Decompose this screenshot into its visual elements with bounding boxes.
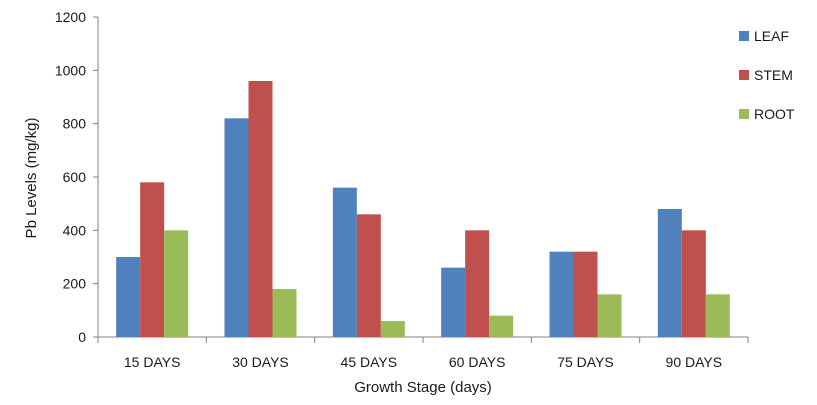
- x-axis-title: Growth Stage (days): [354, 379, 492, 396]
- y-tick-label: 200: [63, 276, 87, 292]
- bar-leaf-15-days: [116, 257, 141, 337]
- bar-stem-30-days: [248, 81, 273, 337]
- y-tick-label: 400: [63, 222, 87, 238]
- legend-swatch-leaf: [739, 31, 749, 41]
- x-tick-label: 90 DAYS: [666, 354, 723, 370]
- bar-stem-15-days: [140, 182, 165, 337]
- x-tick-label: 60 DAYS: [449, 354, 506, 370]
- bar-stem-90-days: [681, 230, 706, 337]
- bar-root-90-days: [705, 294, 730, 337]
- y-tick-label: 1200: [55, 9, 86, 25]
- bar-root-30-days: [272, 289, 297, 337]
- legend-label-root: ROOT: [754, 106, 795, 122]
- y-tick-label: 1000: [55, 62, 86, 78]
- y-tick-label: 800: [63, 116, 87, 132]
- bar-root-15-days: [164, 230, 189, 337]
- x-axis: 15 DAYS 30 DAYS 45 DAYS 60 DAYS 75 DAYS 90 DA…: [97, 336, 749, 370]
- legend-swatch-root: [739, 109, 749, 119]
- legend: LEAF STEM ROOT: [739, 28, 795, 122]
- bar-leaf-90-days: [657, 209, 682, 337]
- legend-swatch-stem: [739, 70, 749, 80]
- y-tick-label: 0: [78, 329, 86, 345]
- bar-root-60-days: [489, 315, 514, 337]
- legend-label-stem: STEM: [754, 67, 793, 83]
- bars: [116, 81, 730, 337]
- bar-leaf-75-days: [549, 251, 574, 337]
- bar-leaf-30-days: [224, 118, 249, 337]
- bar-root-45-days: [380, 321, 405, 337]
- bar-stem-45-days: [356, 214, 381, 337]
- x-tick-label: 30 DAYS: [232, 354, 289, 370]
- y-axis-title: Pb Levels (mg/kg): [23, 118, 40, 239]
- bar-root-75-days: [597, 294, 622, 337]
- y-tick-label: 600: [63, 169, 87, 185]
- x-tick-label: 45 DAYS: [341, 354, 398, 370]
- x-tick-label: 15 DAYS: [124, 354, 181, 370]
- x-tick-label: 75 DAYS: [557, 354, 614, 370]
- bar-leaf-60-days: [441, 267, 466, 337]
- bar-stem-60-days: [465, 230, 490, 337]
- legend-label-leaf: LEAF: [754, 28, 789, 44]
- bar-stem-75-days: [573, 251, 598, 337]
- bar-leaf-45-days: [332, 187, 357, 337]
- y-axis: 0 200 400 600 800 1000 1200: [55, 9, 99, 345]
